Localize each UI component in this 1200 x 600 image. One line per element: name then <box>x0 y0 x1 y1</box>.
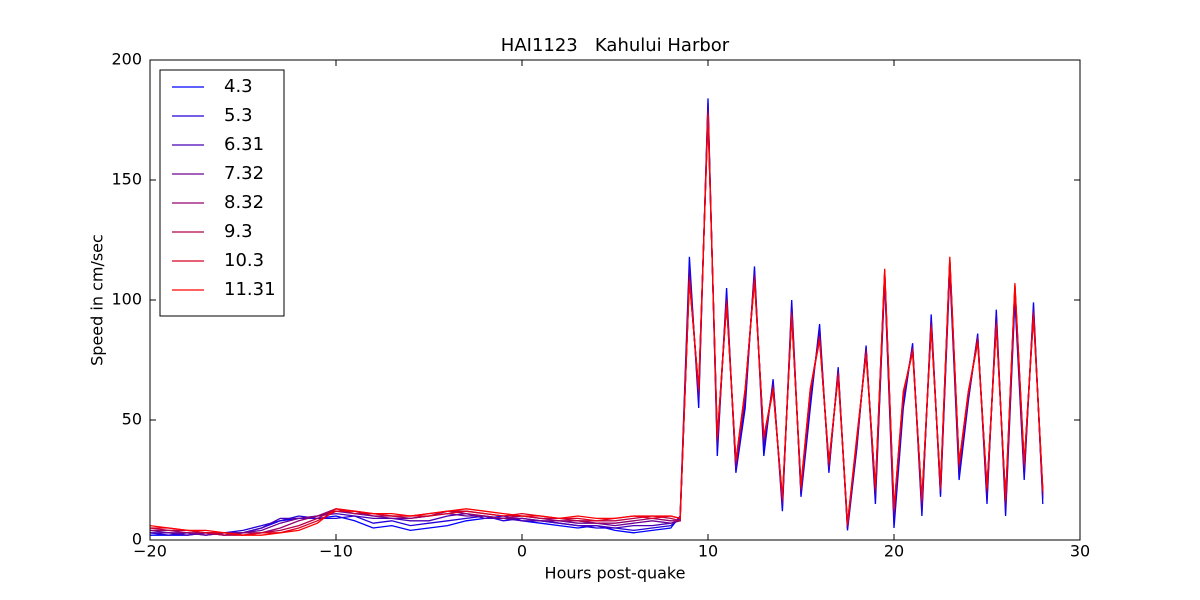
y-tick-label: 100 <box>111 290 142 309</box>
x-tick-label: 0 <box>517 542 527 561</box>
legend-label: 7.32 <box>224 163 264 184</box>
legend-box <box>159 69 285 317</box>
y-tick-label: 0 <box>132 530 142 549</box>
x-tick-label: −10 <box>319 542 353 561</box>
data-line <box>149 115 1044 536</box>
x-tick-label: −20 <box>133 542 167 561</box>
x-tick-label: 20 <box>884 542 904 561</box>
legend-label: 9.3 <box>224 221 253 242</box>
chart-title: HAI1123 Kahului Harbor <box>501 35 730 56</box>
x-axis-label: Hours post-quake <box>545 564 686 583</box>
y-tick-label: 50 <box>122 410 142 429</box>
x-tick-label: 30 <box>1070 542 1090 561</box>
legend-label: 8.32 <box>224 192 264 213</box>
legend-label: 6.31 <box>224 134 264 155</box>
legend-label: 10.3 <box>224 250 264 271</box>
y-tick-label: 200 <box>111 50 142 69</box>
legend-label: 11.31 <box>224 279 276 300</box>
x-tick-label: 10 <box>698 542 718 561</box>
y-tick-label: 150 <box>111 170 142 189</box>
legend-label: 5.3 <box>224 105 253 126</box>
y-axis-label: Speed in cm/sec <box>88 234 107 366</box>
legend-label: 4.3 <box>224 76 253 97</box>
